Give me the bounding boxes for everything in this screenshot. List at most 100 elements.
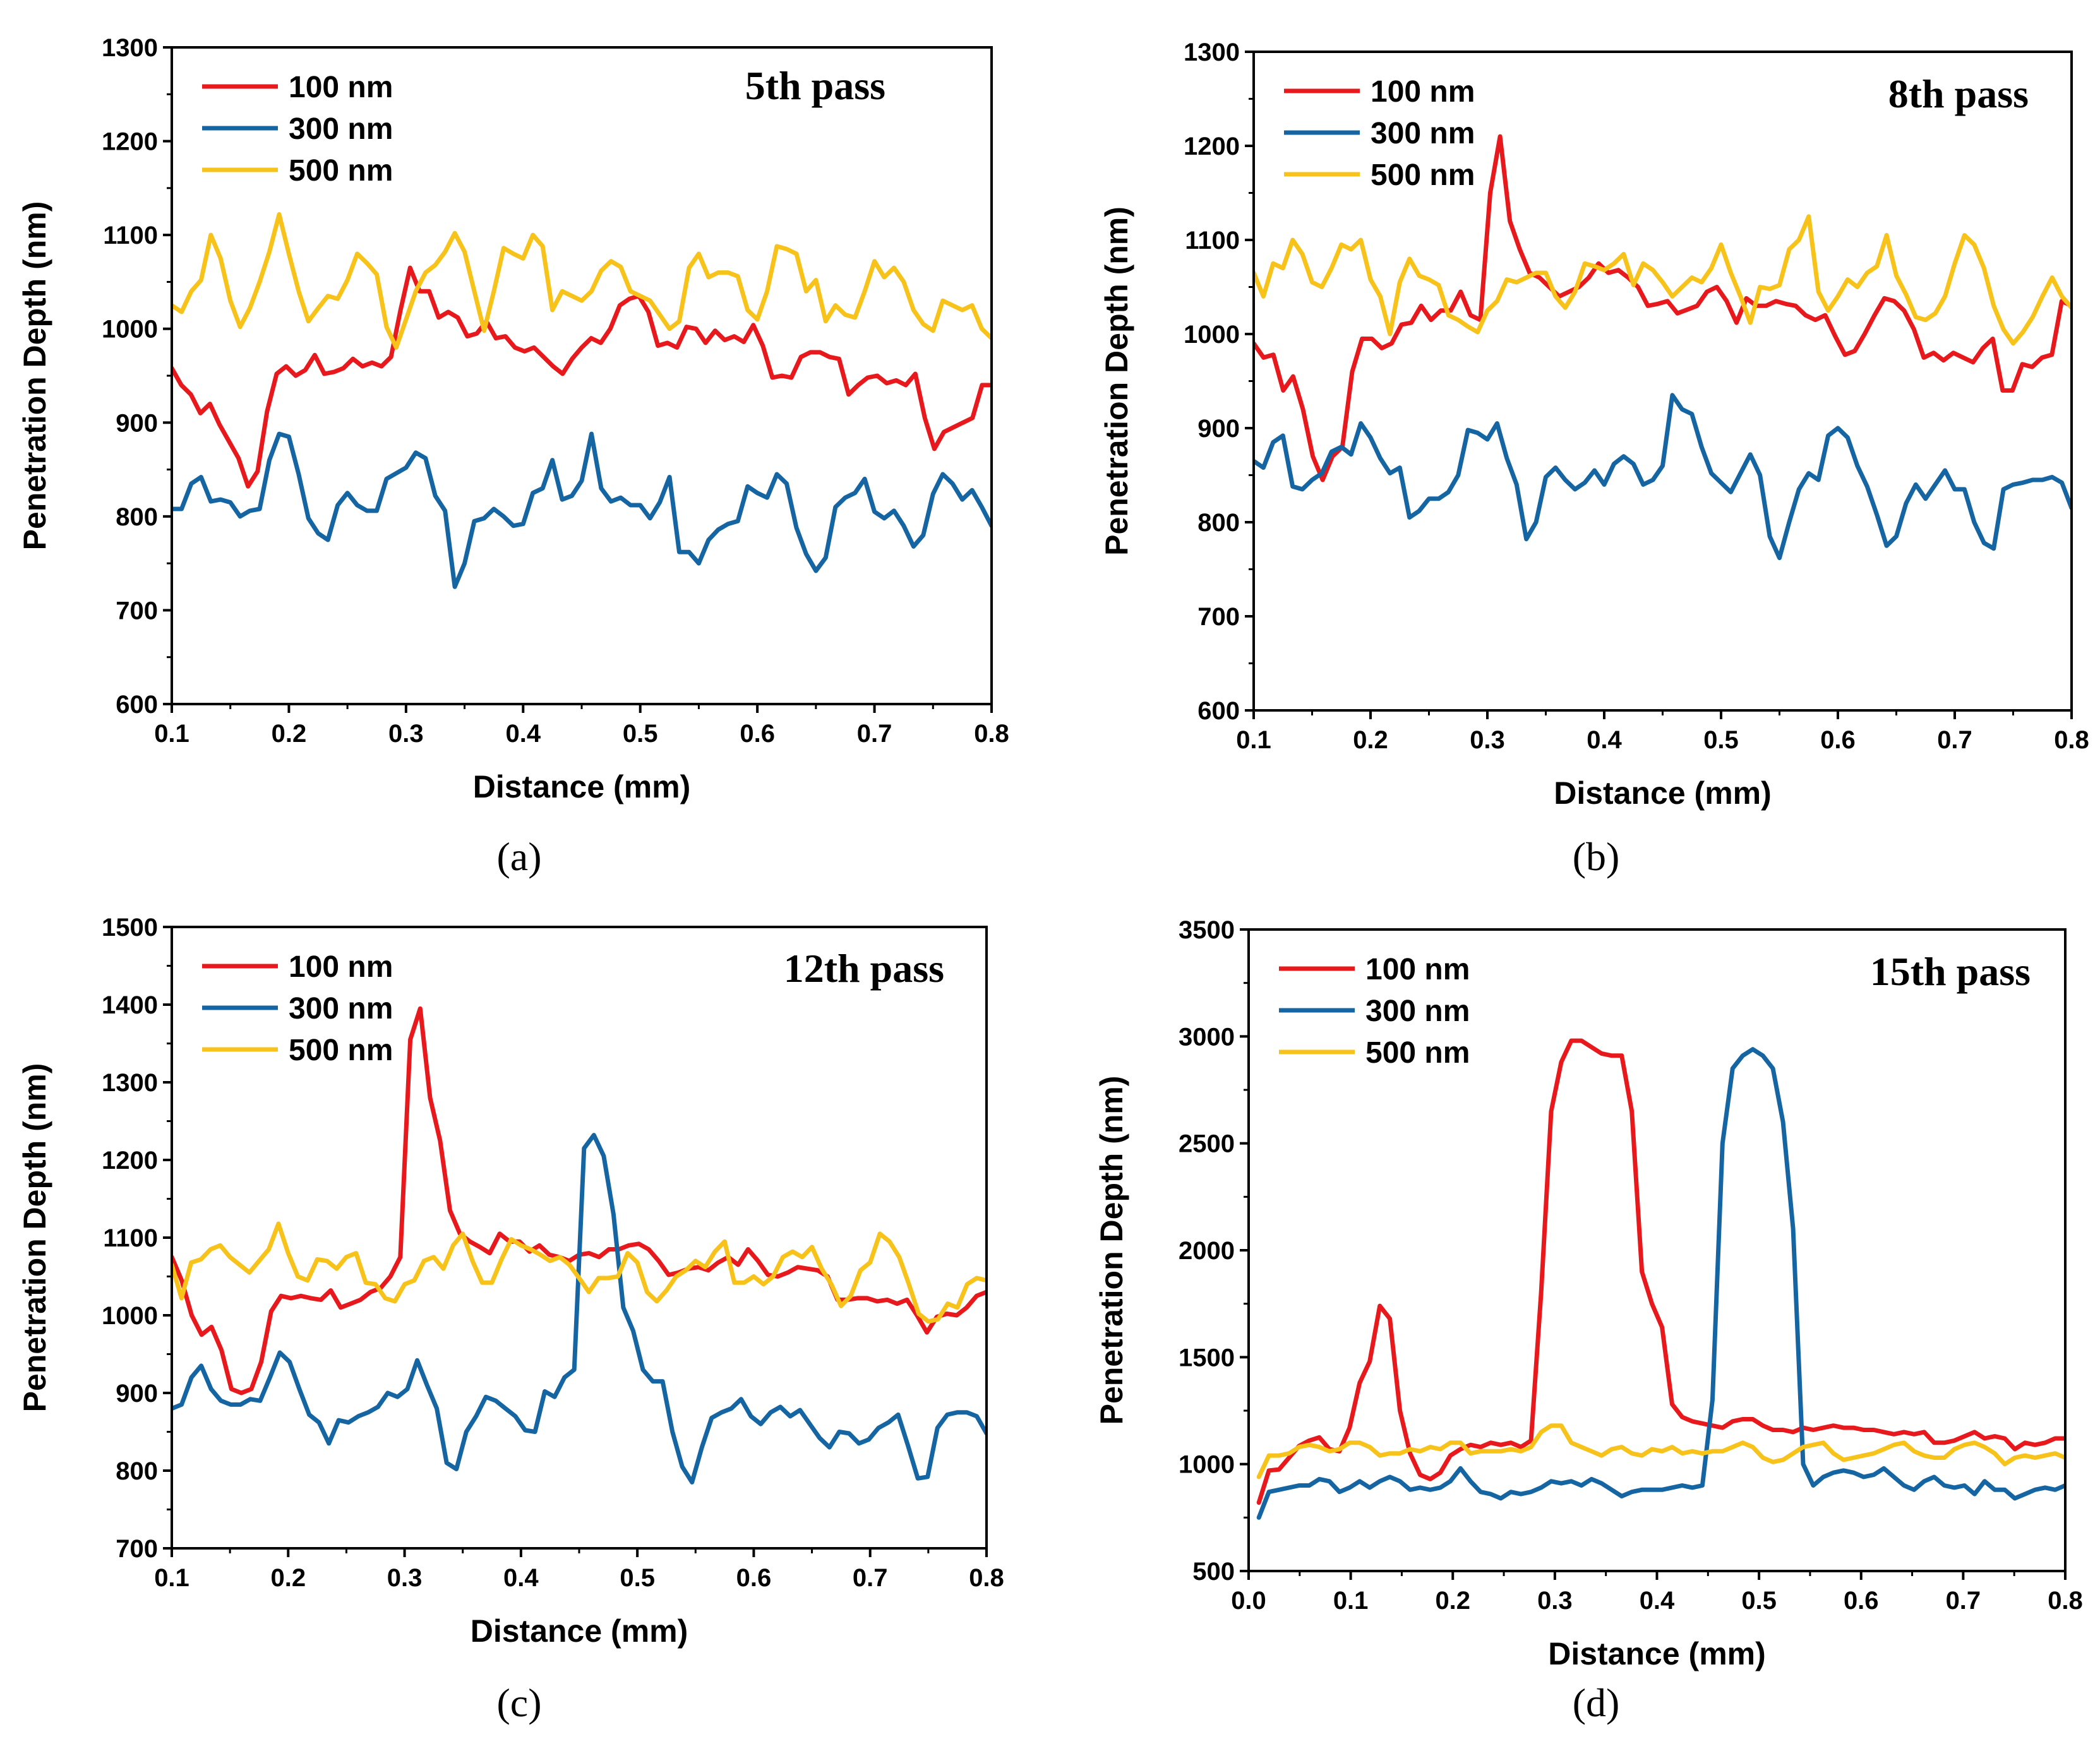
y-tick-label: 1000: [1179, 1451, 1235, 1479]
x-tick-label: 0.7: [1946, 1587, 1981, 1615]
x-tick-label: 0.8: [969, 1564, 1004, 1592]
panel-d: 0.0 0.1 0.2 0.3 0.4 0.5 0.6 0.7 0.8 500 1000 1500 20…: [1094, 916, 2083, 1725]
x-tick-label: 0.8: [2048, 1587, 2083, 1615]
legend-label: 500 nm: [289, 1034, 393, 1067]
x-tick-label: 0.7: [1937, 726, 1972, 754]
y-axis-title: Penetration Depth (nm): [1099, 206, 1134, 556]
series-line-300-nm: [1256, 1047, 2065, 1520]
legend-label: 300 nm: [289, 992, 393, 1025]
y-tick-label: 1200: [1184, 133, 1240, 160]
y-axis-title: Penetration Depth (nm): [17, 201, 52, 551]
pass-annotation: 5th pass: [745, 63, 885, 108]
panel-b: 0.1 0.2 0.3 0.4 0.5 0.6 0.7 0.8 600 700 800 900 1000…: [1099, 39, 2089, 879]
x-tick-label: 0.2: [272, 720, 307, 748]
data-lines: [1254, 134, 2072, 561]
data-lines: [172, 212, 992, 589]
panel-caption: (d): [1573, 1680, 1620, 1725]
y-tick-label: 700: [1197, 603, 1240, 631]
y-tick-label: 800: [116, 1457, 158, 1485]
y-axis-title: Penetration Depth (nm): [1094, 1076, 1129, 1425]
legend-label: 100 nm: [1365, 953, 1470, 986]
y-tick-label: 700: [116, 597, 158, 625]
data-lines: [172, 1006, 987, 1485]
y-tick-label: 1000: [102, 1302, 158, 1330]
y-tick-label: 1400: [102, 991, 158, 1019]
x-tick-label: 0.3: [1537, 1587, 1573, 1615]
x-tick-label: 0.7: [853, 1564, 888, 1592]
series-line-300-nm: [1254, 393, 2072, 561]
x-tick-label: 0.5: [623, 720, 658, 748]
x-tick-label: 0.4: [1587, 726, 1622, 754]
series-line-300-nm: [172, 431, 992, 589]
pass-annotation: 15th pass: [1870, 949, 2031, 994]
y-tick-label: 1200: [102, 1147, 158, 1174]
legend-label: 100 nm: [289, 950, 393, 984]
pass-annotation: 12th pass: [784, 946, 944, 991]
series-line-500-nm: [172, 212, 992, 350]
y-tick-label: 1000: [102, 316, 158, 344]
x-tick-label: 0.1: [154, 720, 189, 748]
legend-label: 500 nm: [1371, 158, 1475, 192]
y-tick-label: 1200: [102, 128, 158, 156]
y-tick-label: 2500: [1179, 1130, 1235, 1158]
y-tick-label: 1300: [102, 34, 158, 62]
panel-caption: (c): [496, 1680, 541, 1725]
x-tick-label: 0.0: [1231, 1587, 1266, 1615]
x-tick-label: 0.5: [1741, 1587, 1777, 1615]
y-tick-label: 900: [116, 409, 158, 437]
x-tick-label: 0.5: [620, 1564, 655, 1592]
x-tick-label: 0.6: [740, 720, 775, 748]
series-line-500-nm: [1256, 1423, 2065, 1479]
y-axis-title: Penetration Depth (nm): [17, 1063, 52, 1413]
legend-label: 500 nm: [289, 154, 393, 188]
y-tick-label: 800: [1197, 509, 1240, 537]
x-tick-label: 0.2: [270, 1564, 306, 1592]
panel-a: 0.1 0.2 0.3 0.4 0.5 0.6 0.7 0.8 600 700 800 900 1000…: [17, 34, 1009, 879]
x-axis-title: Distance (mm): [471, 1613, 688, 1649]
y-tick-label: 1500: [1179, 1344, 1235, 1372]
x-tick-label: 0.8: [2054, 726, 2089, 754]
y-tick-label: 600: [1197, 697, 1240, 725]
series-line-100-nm: [1256, 1038, 2065, 1505]
legend-label: 300 nm: [289, 112, 393, 146]
x-tick-label: 0.6: [1844, 1587, 1879, 1615]
legend-label: 300 nm: [1371, 117, 1475, 150]
x-tick-label: 0.5: [1703, 726, 1739, 754]
y-tick-label: 1100: [103, 1224, 158, 1252]
x-tick-label: 0.1: [1333, 1587, 1369, 1615]
x-tick-label: 0.1: [1236, 726, 1271, 754]
x-tick-label: 0.4: [1640, 1587, 1675, 1615]
y-tick-label: 1100: [103, 222, 158, 249]
x-tick-label: 0.4: [505, 720, 541, 748]
panel-caption: (b): [1573, 834, 1620, 879]
x-axis-title: Distance (mm): [1554, 775, 1772, 811]
y-tick-label: 600: [116, 691, 158, 719]
x-tick-label: 0.6: [1820, 726, 1856, 754]
y-tick-label: 900: [1197, 415, 1240, 443]
legend-label: 100 nm: [1371, 75, 1475, 109]
x-tick-label: 0.2: [1435, 1587, 1470, 1615]
x-tick-label: 0.7: [857, 720, 892, 748]
panel-c: 0.1 0.2 0.3 0.4 0.5 0.6 0.7 0.8 700 800 900 1000 110…: [17, 914, 1004, 1725]
x-tick-label: 0.2: [1353, 726, 1388, 754]
y-tick-label: 3000: [1179, 1023, 1235, 1051]
y-tick-label: 900: [116, 1380, 158, 1407]
y-tick-label: 1300: [1184, 39, 1240, 66]
y-tick-label: 1300: [102, 1069, 158, 1097]
y-tick-label: 1100: [1185, 227, 1240, 254]
y-tick-label: 3500: [1179, 916, 1235, 944]
series-line-100-nm: [1254, 134, 2072, 482]
pass-annotation: 8th pass: [1888, 71, 2029, 116]
y-tick-label: 1000: [1184, 321, 1240, 349]
series-line-500-nm: [172, 1221, 987, 1324]
y-tick-label: 1500: [102, 914, 158, 941]
x-axis-title: Distance (mm): [1548, 1636, 1766, 1671]
data-lines: [1256, 1038, 2065, 1520]
panel-caption: (a): [496, 834, 541, 879]
y-tick-label: 800: [116, 503, 158, 531]
x-tick-label: 0.8: [974, 720, 1009, 748]
x-tick-label: 0.1: [154, 1564, 189, 1592]
plot-frame: [1252, 51, 2073, 712]
legend-label: 100 nm: [289, 71, 393, 104]
